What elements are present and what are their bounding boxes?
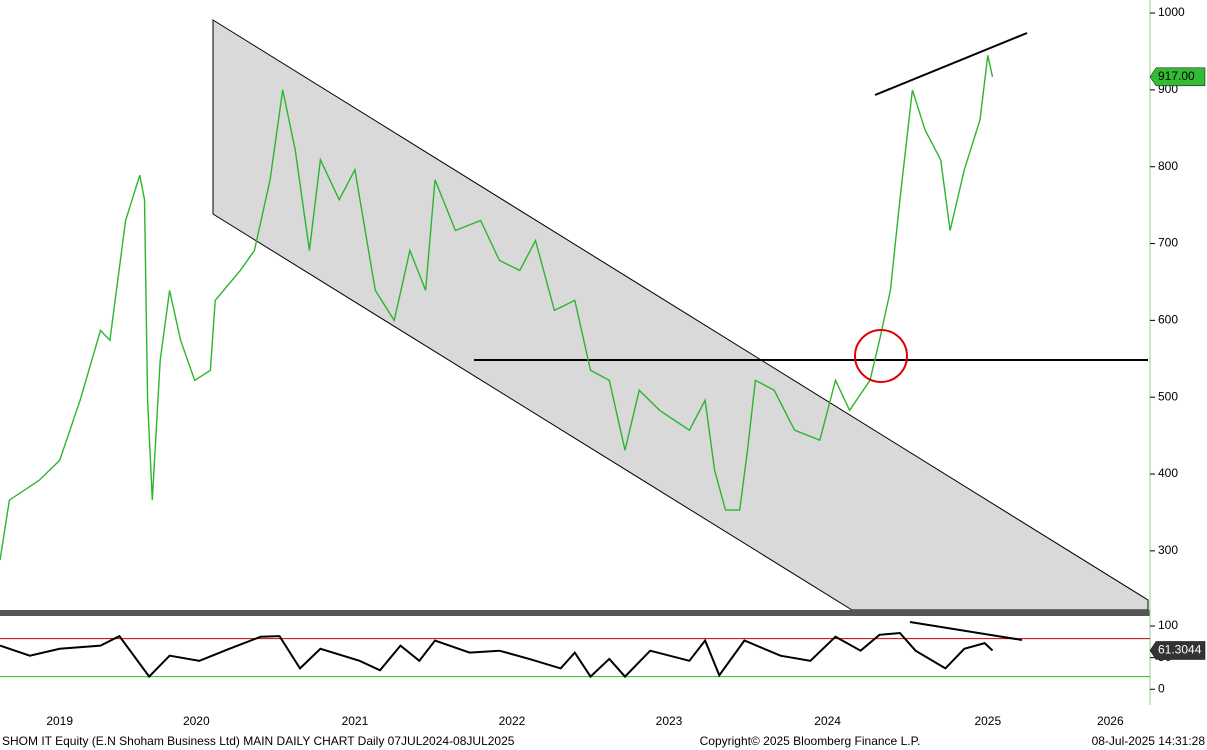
x-tick-label: 2021 — [342, 714, 369, 728]
last-value-label: 61.3044 — [1158, 643, 1202, 657]
x-tick-label: 2022 — [499, 714, 526, 728]
y-tick-label: 500 — [1158, 389, 1178, 403]
last-value-label: 917.00 — [1158, 69, 1195, 83]
footer-left: SHOM IT Equity (E.N Shoham Business Ltd)… — [2, 734, 515, 748]
panel-divider — [0, 610, 1150, 616]
trend-line — [874, 32, 1028, 96]
y-tick-label: 400 — [1158, 466, 1178, 480]
y-tick-label: 800 — [1158, 159, 1178, 173]
y-tick-label: 0 — [1158, 681, 1165, 695]
x-tick-label: 2019 — [46, 714, 73, 728]
rsi-trend-line — [909, 621, 1023, 641]
x-tick-label: 2025 — [974, 714, 1001, 728]
series-line — [0, 631, 994, 679]
y-tick-label: 700 — [1158, 236, 1178, 250]
x-tick-label: 2024 — [814, 714, 841, 728]
y-tick-label: 100 — [1158, 618, 1178, 632]
highlight-circle — [854, 329, 908, 383]
footer-right: 08-Jul-2025 14:31:28 — [1092, 734, 1206, 748]
y-tick-label: 300 — [1158, 543, 1178, 557]
last-value-tag — [1149, 67, 1206, 87]
x-tick-label: 2026 — [1097, 714, 1124, 728]
x-tick-label: 2023 — [656, 714, 683, 728]
x-tick-label: 2020 — [183, 714, 210, 728]
y-tick-label: 1000 — [1158, 5, 1185, 19]
y-tick-label: 600 — [1158, 313, 1178, 327]
series-line — [0, 55, 994, 561]
last-value-tag — [1149, 641, 1206, 660]
footer-center: Copyright© 2025 Bloomberg Finance L.P. — [700, 734, 921, 748]
channel — [212, 19, 1149, 611]
